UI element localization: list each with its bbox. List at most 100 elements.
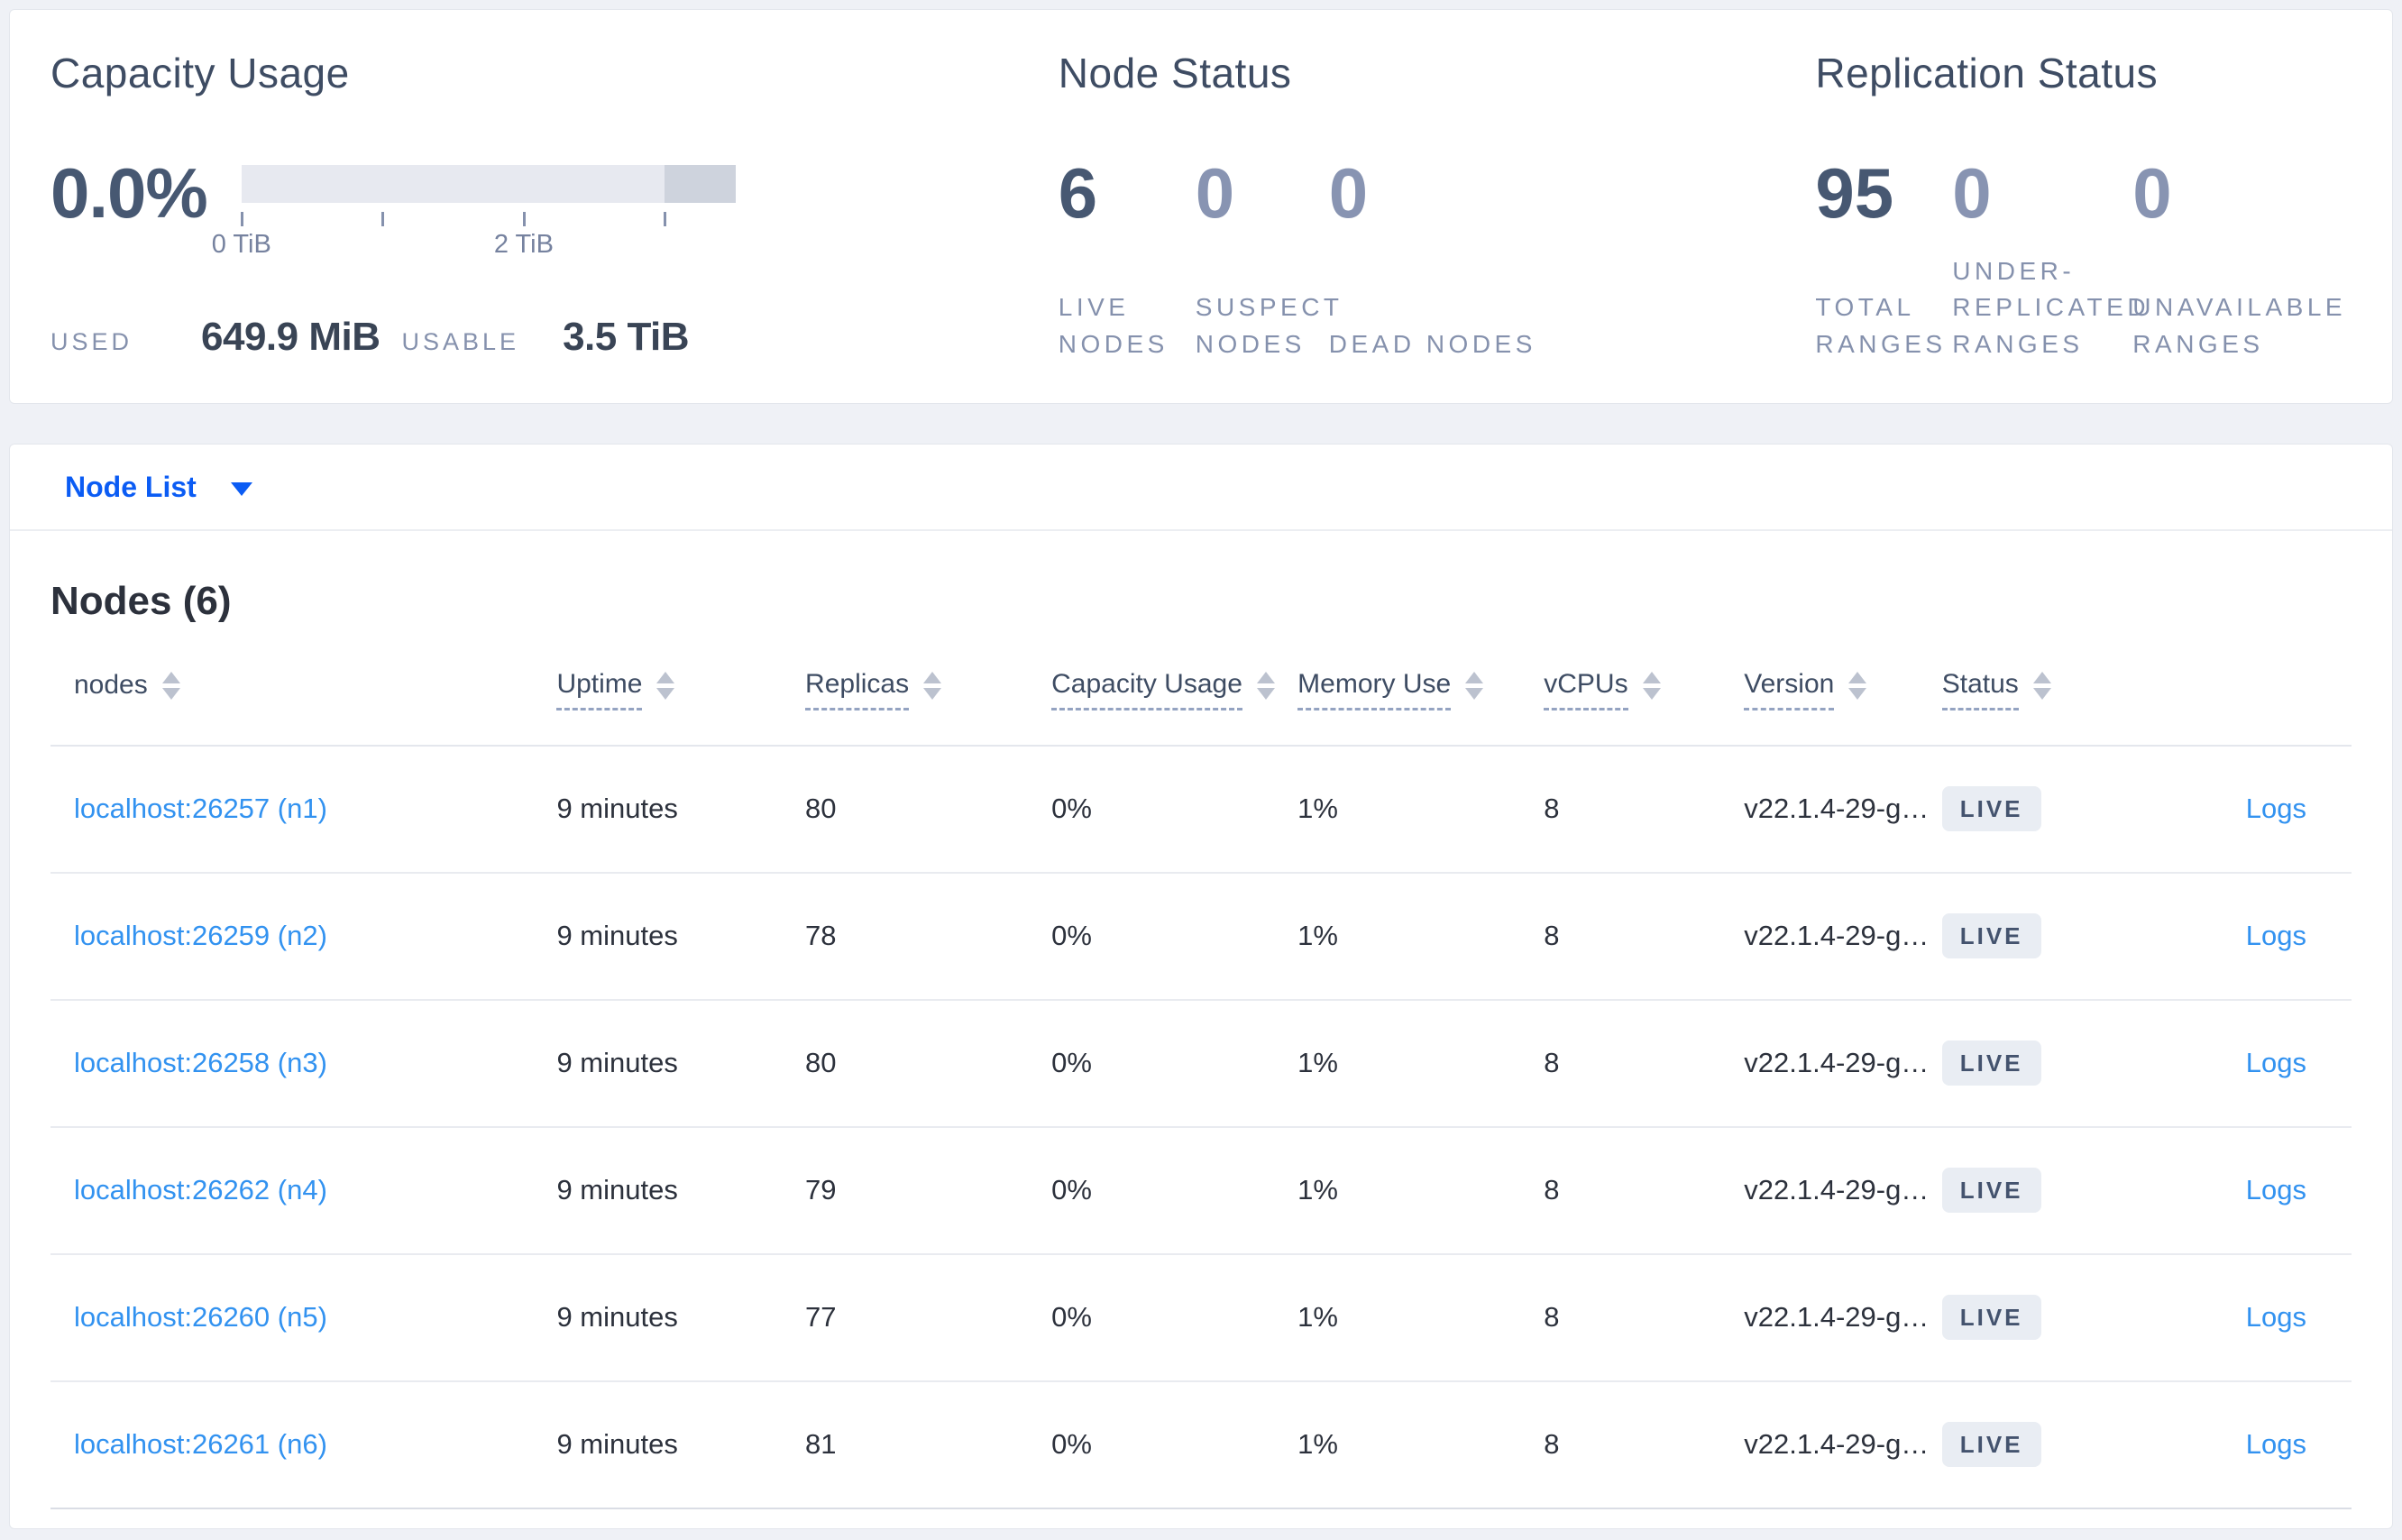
logs-link[interactable]: Logs: [2245, 793, 2306, 825]
logs-link[interactable]: Logs: [2245, 1174, 2306, 1206]
column-header-replicas[interactable]: Replicas: [805, 625, 1052, 747]
uptime-cell: 9 minutes: [556, 745, 806, 874]
node-link[interactable]: localhost:26260 (n5): [74, 1301, 327, 1334]
column-header-version[interactable]: Version: [1744, 625, 1942, 747]
status-cell: LIVE: [1941, 1380, 2157, 1509]
gauge-tick: [522, 211, 526, 226]
vcpus-cell: 8: [1544, 1380, 1745, 1509]
node-link[interactable]: localhost:26258 (n3): [74, 1047, 327, 1079]
logs-cell: Logs: [2156, 745, 2352, 874]
memory-cell: 1%: [1297, 999, 1545, 1128]
under-replicated-ranges-value: 0: [1952, 152, 1992, 233]
column-header-nodes[interactable]: nodes: [50, 625, 557, 747]
replicas-cell: 81: [805, 1380, 1052, 1509]
uptime-cell: 9 minutes: [556, 1126, 806, 1255]
replication-stats: 95 TOTAL RANGES 0 UNDER-REPLICATED RANGE…: [1815, 158, 2395, 363]
uptime-cell: 9 minutes: [556, 1380, 806, 1509]
memory-cell: 1%: [1297, 1380, 1545, 1509]
under-replicated-ranges-label: UNDER-REPLICATED RANGES: [1952, 256, 2150, 358]
table-row: localhost:26258 (n3) 9 minutes 80 0% 1% …: [50, 999, 2352, 1128]
cluster-summary-panel: Capacity Usage 0.0%: [9, 9, 2393, 404]
capacity-usage-section: Capacity Usage 0.0%: [50, 48, 1059, 403]
status-badge: LIVE: [1941, 1040, 2041, 1086]
capacity-cell: 0%: [1051, 872, 1298, 1001]
logs-link[interactable]: Logs: [2245, 1047, 2306, 1079]
column-header-memory-use[interactable]: Memory Use: [1297, 625, 1545, 747]
capacity-gauge-dark-segment: [665, 164, 736, 203]
used-value: 649.9 MiB: [201, 314, 380, 359]
table-row: localhost:26260 (n5) 9 minutes 77 0% 1% …: [50, 1253, 2352, 1382]
node-cell: localhost:26259 (n2): [50, 872, 557, 1001]
unavailable-ranges-stat: 0 UNAVAILABLE RANGES: [2132, 158, 2395, 363]
usable-value: 3.5 TiB: [563, 314, 690, 359]
logs-link[interactable]: Logs: [2245, 1301, 2306, 1334]
sort-arrows-icon: [1256, 672, 1275, 701]
live-nodes-stat: 6 LIVE NODES: [1059, 158, 1196, 363]
logs-cell: Logs: [2156, 1126, 2352, 1255]
capacity-metrics: USED 649.9 MiB USABLE 3.5 TiB: [50, 315, 1059, 360]
node-list-dropdown[interactable]: Node List: [50, 471, 267, 504]
nodes-table: nodes Uptime Replicas Capacity Usage Mem: [50, 625, 2352, 1509]
node-link[interactable]: localhost:26259 (n2): [74, 920, 327, 952]
capacity-cell: 0%: [1051, 1380, 1298, 1509]
gauge-tick: [664, 211, 667, 226]
capacity-cell: 0%: [1051, 1253, 1298, 1382]
sort-arrows-icon: [1848, 672, 1867, 701]
capacity-percent-value: 0.0%: [50, 152, 208, 233]
memory-cell: 1%: [1297, 1126, 1545, 1255]
logs-cell: Logs: [2156, 999, 2352, 1128]
live-nodes-label: LIVE NODES: [1058, 293, 1169, 358]
column-header-uptime[interactable]: Uptime: [556, 625, 806, 747]
node-link[interactable]: localhost:26257 (n1): [74, 793, 327, 825]
uptime-cell: 9 minutes: [556, 872, 806, 1001]
column-header-status[interactable]: Status: [1941, 625, 2157, 747]
version-cell: v22.1.4-29-g…: [1744, 1253, 1942, 1382]
table-row: localhost:26257 (n1) 9 minutes 80 0% 1% …: [50, 745, 2352, 874]
replicas-cell: 80: [805, 745, 1052, 874]
logs-link[interactable]: Logs: [2245, 1428, 2306, 1461]
version-cell: v22.1.4-29-g…: [1744, 872, 1942, 1001]
column-header-capacity-usage[interactable]: Capacity Usage: [1051, 625, 1298, 747]
gauge-axis-label: 0 TiB: [211, 229, 271, 259]
capacity-gauge: 0 TiB 2 TiB: [212, 164, 736, 259]
sort-arrows-icon: [656, 672, 675, 701]
node-link[interactable]: localhost:26262 (n4): [74, 1174, 327, 1206]
sort-arrows-icon: [1465, 672, 1484, 701]
total-ranges-value: 95: [1815, 152, 1894, 233]
status-cell: LIVE: [1941, 745, 2157, 874]
node-list-card: Node List Nodes (6) nodes Uptime: [9, 444, 2393, 1529]
logs-link[interactable]: Logs: [2245, 920, 2306, 952]
status-badge: LIVE: [1941, 1422, 2041, 1468]
capacity-gauge-axis-labels: 0 TiB 2 TiB: [212, 228, 736, 259]
uptime-cell: 9 minutes: [556, 999, 806, 1128]
dead-nodes-stat: 0 DEAD NODES: [1329, 158, 1536, 363]
node-status-section: Node Status 6 LIVE NODES 0 SUSPECT NODES…: [1059, 48, 1816, 403]
column-header-logs: [2156, 625, 2352, 747]
status-cell: LIVE: [1941, 1126, 2157, 1255]
vcpus-cell: 8: [1544, 1126, 1745, 1255]
node-link[interactable]: localhost:26261 (n6): [74, 1428, 327, 1461]
version-cell: v22.1.4-29-g…: [1744, 999, 1942, 1128]
sort-arrows-icon: [923, 672, 942, 701]
chevron-down-icon: [230, 481, 252, 496]
dead-nodes-label: DEAD NODES: [1328, 329, 1536, 358]
table-header-row: nodes Uptime Replicas Capacity Usage Mem: [50, 625, 2352, 747]
usable-label: USABLE: [401, 327, 520, 355]
node-list-dropdown-label: Node List: [65, 470, 197, 503]
uptime-cell: 9 minutes: [556, 1253, 806, 1382]
replication-status-title: Replication Status: [1815, 50, 2159, 96]
total-ranges-stat: 95 TOTAL RANGES: [1815, 158, 1952, 363]
memory-cell: 1%: [1297, 872, 1545, 1001]
status-cell: LIVE: [1941, 1253, 2157, 1382]
version-cell: v22.1.4-29-g…: [1744, 1126, 1942, 1255]
status-badge: LIVE: [1941, 913, 2041, 959]
status-badge: LIVE: [1941, 1168, 2041, 1214]
gauge-axis-label: 2 TiB: [493, 229, 554, 259]
version-cell: v22.1.4-29-g…: [1744, 745, 1942, 874]
node-status-stats: 6 LIVE NODES 0 SUSPECT NODES 0 DEAD NODE…: [1059, 158, 1816, 363]
column-header-vcpus[interactable]: vCPUs: [1544, 625, 1745, 747]
vcpus-cell: 8: [1544, 745, 1745, 874]
replication-status-section: Replication Status 95 TOTAL RANGES 0 UND…: [1815, 48, 2395, 403]
used-label: USED: [50, 327, 133, 355]
